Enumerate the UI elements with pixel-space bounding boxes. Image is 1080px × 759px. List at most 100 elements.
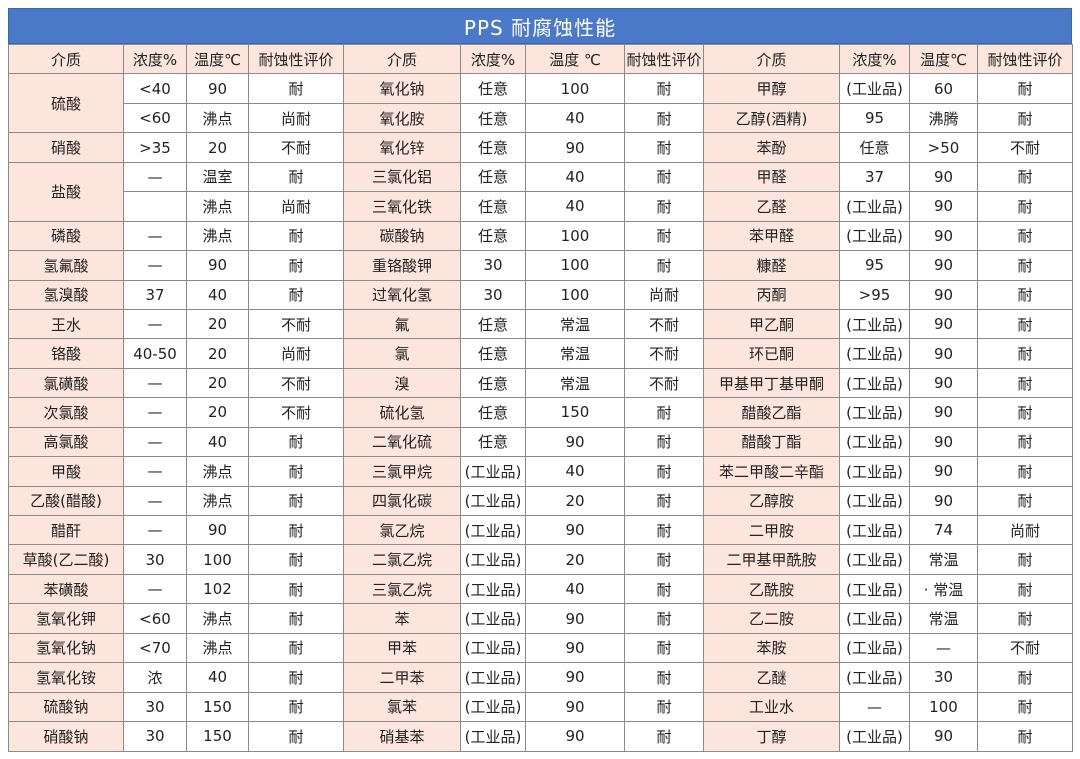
rating-cell: 耐 [624,426,704,458]
table-row: 沸点 尚耐 三氧化铁 任意 40 耐乙醛 (工业品) 90 耐 [9,191,1073,222]
medium-cell: 苯磺酸 [8,573,124,605]
temperature-cell: 100 [525,250,625,281]
temperature-cell: 90 [525,514,625,546]
medium-cell: 苯甲醛 [703,220,840,252]
rating-cell: 耐 [624,191,704,222]
medium-cell: 硫化氢 [343,397,461,428]
concentration-cell: 任意 [460,338,526,369]
concentration-cell: (工业品) [839,632,910,664]
concentration-cell [123,191,187,222]
rating-cell: 耐 [248,279,344,310]
medium-cell: 乙醇胺 [703,485,840,517]
medium-cell: 乙醚 [703,662,840,693]
medium-cell: 王水 [8,308,124,340]
table-row: 氢氟酸 —90 耐重铬酸钾 30 100 耐糠醛 95 90 耐 [8,250,1073,281]
medium-cell: 氧化锌 [343,132,461,163]
rating-cell: 耐 [248,603,344,634]
temperature-cell: 90 [525,132,625,163]
rating-cell: 耐 [977,308,1073,340]
concentration-cell: 30 [460,250,526,281]
temperature-cell: 150 [186,691,249,723]
concentration-cell: — [839,691,910,723]
concentration-cell: — [123,426,187,458]
temperature-cell: 40 [525,102,625,134]
medium-cell: 氢氧化铵 [8,662,124,693]
table-row: 硝酸 >35 20 不耐 氧化锌 任意 90 耐苯酚 任意 >50 不耐 [8,132,1073,163]
rating-cell: 耐 [977,367,1073,399]
concentration-cell: 30 [123,691,187,723]
table-row: 次氯酸 —20 不耐 硫化氢 任意 150 耐醋酸乙酯 (工业品) 90 耐 [8,397,1073,428]
concentration-cell: (工业品) [839,308,910,340]
concentration-cell: >95 [839,279,910,310]
temperature-cell: 90 [525,721,625,752]
table-row: 硫酸钠 30 150 耐氯苯 (工业品) 90 耐工业水 —100 耐 [8,691,1073,723]
rating-cell: 不耐 [624,308,704,340]
medium-cell: 氢氧化钠 [8,632,124,664]
concentration-cell: (工业品) [839,426,910,458]
medium-cell: 过氧化氢 [343,279,461,310]
temperature-cell: 90 [909,426,978,458]
concentration-cell: 30 [123,721,187,752]
temperature-cell: 100 [186,544,249,575]
medium-cell: 二甲基甲酰胺 [703,544,840,575]
rating-cell: 耐 [977,338,1073,369]
rating-cell: 耐 [624,691,704,723]
temperature-cell: 90 [909,191,978,222]
temperature-cell: 90 [909,250,978,281]
temperature-cell: 常温 [525,308,625,340]
rating-cell: 耐 [977,191,1073,222]
concentration-cell: (工业品) [460,691,526,723]
header-cell: 温度℃ [186,43,249,75]
rating-cell: 耐 [248,426,344,458]
rating-cell: 耐 [624,250,704,281]
concentration-cell: 任意 [460,367,526,399]
medium-cell: 环已酮 [703,338,840,369]
temperature-cell: 100 [909,691,978,723]
rating-cell: 耐 [624,544,704,575]
temperature-cell: 沸点 [186,220,249,252]
table-row: 醋酐 —90 耐氯乙烷 (工业品) 90 耐二甲胺 (工业品) 74 尚耐 [8,514,1073,546]
concentration-cell: (工业品) [839,721,910,752]
concentration-cell: — [123,220,187,252]
table-row: 高氯酸 —40 耐二氧化硫 任意 90 耐醋酸丁酯 (工业品) 90 耐 [8,426,1073,458]
rating-cell: 耐 [248,456,344,487]
temperature-cell: 102 [186,573,249,605]
rating-cell: 耐 [248,573,344,605]
header-cell: 介质 [8,43,124,75]
temperature-cell: 40 [186,279,249,310]
medium-cell: 二甲苯 [343,662,461,693]
concentration-cell: <40 [123,73,187,104]
temperature-cell: 常温 [525,338,625,369]
medium-cell: 三氯甲烷 [343,456,461,487]
medium-cell: 苯 [343,603,461,634]
temperature-cell: 90 [909,397,978,428]
concentration-cell: (工业品) [839,485,910,517]
rating-cell: 不耐 [977,632,1073,664]
table-row: 铬酸 40-50 20 尚耐氯任意 常温 不耐 环已酮 (工业品) 90 耐 [8,338,1073,369]
concentration-cell: <70 [123,632,187,664]
medium-cell: 醋酸丁酯 [703,426,840,458]
rating-cell: 耐 [248,73,344,104]
concentration-cell: (工业品) [460,456,526,487]
temperature-cell: 沸点 [186,456,249,487]
rating-cell: 耐 [248,250,344,281]
temperature-cell: 沸点 [186,632,249,664]
medium-cell: 二氯乙烷 [343,544,461,575]
temperature-cell: 沸腾 [909,102,978,134]
concentration-cell: 任意 [839,132,910,163]
medium-cell: 硝酸钠 [8,721,124,752]
concentration-cell: (工业品) [839,191,910,222]
temperature-cell: 90 [186,514,249,546]
rating-cell: 耐 [624,161,704,193]
medium-cell: 硫酸钠 [8,691,124,723]
medium-cell: 三氯乙烷 [343,573,461,605]
concentration-cell: <60 [123,603,187,634]
temperature-cell: 温室 [186,161,249,193]
medium-cell: 乙二胺 [703,603,840,634]
table-row: 盐酸 — 温室耐三氯化铝 任意 40 耐甲醛 37 90 耐 [8,161,1073,222]
concentration-cell: 30 [123,544,187,575]
table-row: 氯磺酸 —20 不耐溴任意 常温 不耐 甲基甲丁基甲酮 (工业品) 90 耐 [8,367,1073,399]
rating-cell: 耐 [977,573,1073,605]
concentration-cell: 37 [839,161,910,193]
temperature-cell: 90 [909,721,978,752]
